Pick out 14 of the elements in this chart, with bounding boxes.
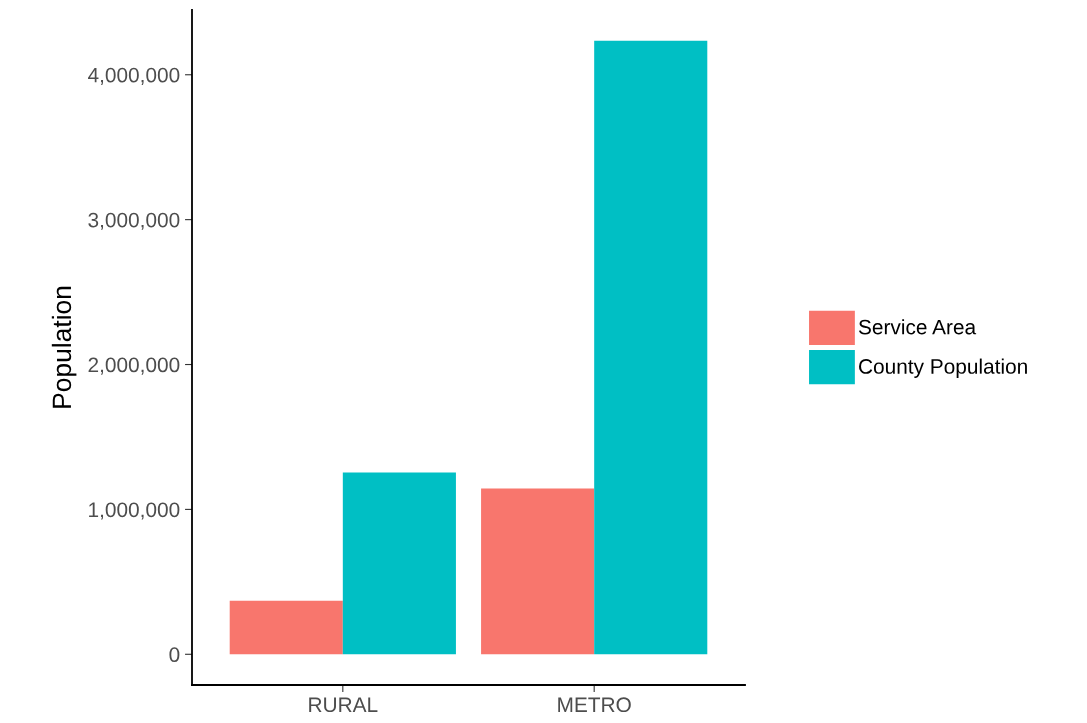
legend-label: County Population	[859, 358, 1027, 378]
y-tick-label: 4,000,000	[88, 67, 180, 85]
bar	[594, 40, 708, 655]
bar	[481, 488, 595, 655]
y-tick-label: 3,000,000	[88, 212, 180, 230]
x-tick-label: METRO	[558, 697, 631, 713]
y-tick-label: 2,000,000	[88, 357, 180, 375]
bar	[342, 472, 456, 655]
x-tick-label: RURAL	[309, 697, 378, 713]
bar	[229, 600, 343, 655]
y-axis-title: Population	[51, 286, 77, 408]
y-tick-label: 1,000,000	[89, 502, 180, 520]
y-tick-label: 0	[169, 647, 180, 663]
legend-label: Service Area	[858, 319, 977, 335]
